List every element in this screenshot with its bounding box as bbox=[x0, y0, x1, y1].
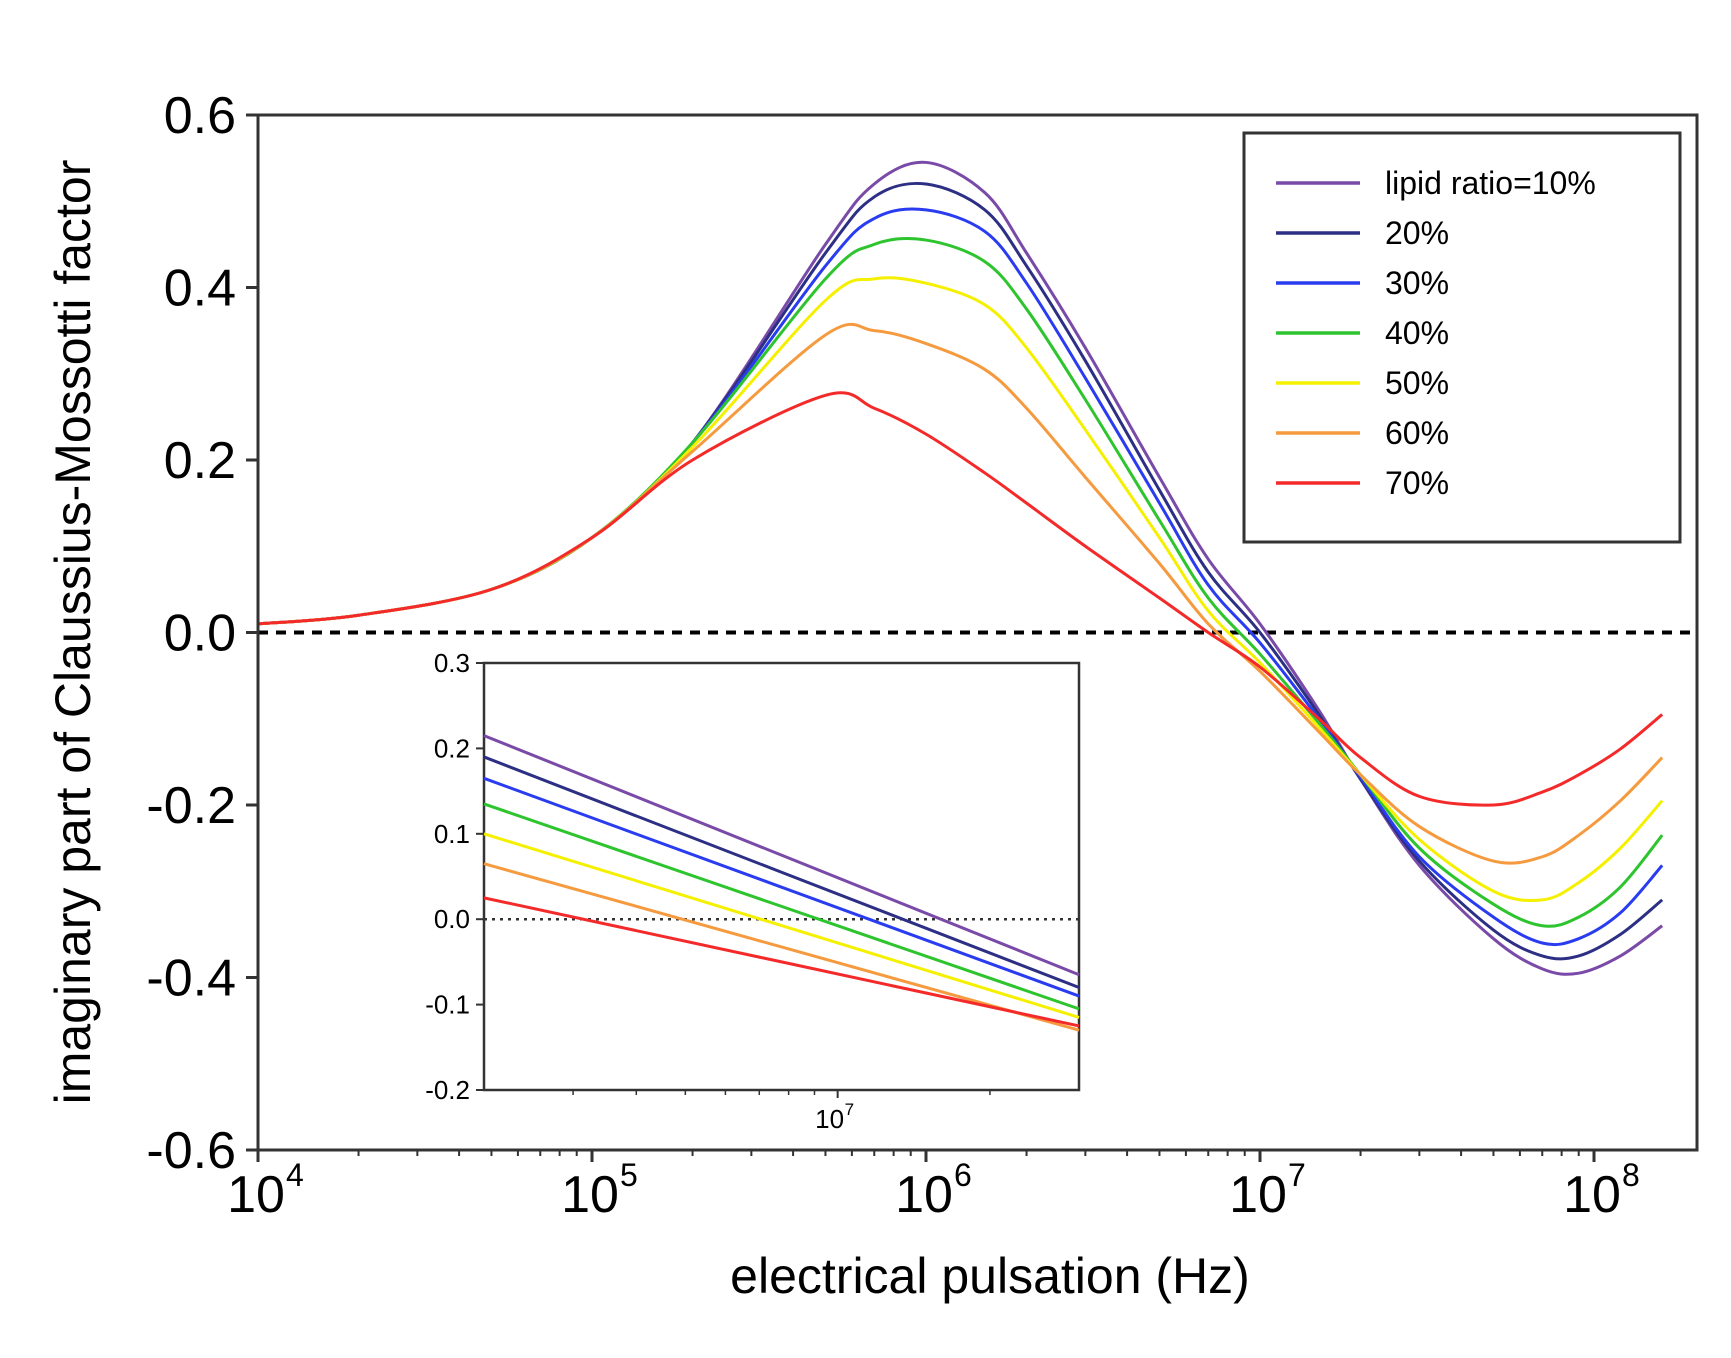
legend-box bbox=[1242, 131, 1682, 544]
x-tick-label-2: 10 bbox=[895, 1166, 953, 1224]
legend-label-5: 50% bbox=[1385, 365, 1449, 401]
x-tick-label-0: 10 bbox=[227, 1166, 285, 1224]
inset-series-line-3 bbox=[483, 776, 1080, 998]
inset-y-tick-label-3: 0.0 bbox=[434, 904, 470, 934]
x-tick-exponent-4: 8 bbox=[1622, 1157, 1640, 1193]
series-line-7 bbox=[257, 391, 1664, 807]
y-tick-label-2: 0.2 bbox=[164, 432, 236, 490]
legend-label-1: lipid ratio=10% bbox=[1385, 165, 1596, 201]
inset-y-tick-label-2: 0.1 bbox=[434, 819, 470, 849]
inset-series-line-1 bbox=[483, 734, 1080, 977]
x-tick-exponent-0: 4 bbox=[286, 1157, 304, 1193]
x-tick-label-1: 10 bbox=[561, 1166, 619, 1224]
y-tick-label-4: -0.2 bbox=[146, 777, 236, 835]
y-axis-label: imaginary part of Claussius-Mossotti fac… bbox=[45, 160, 101, 1105]
inset-x-tick-exponent-0: 7 bbox=[845, 1100, 854, 1119]
inset-frame bbox=[482, 661, 1081, 1092]
legend-label-6: 60% bbox=[1385, 415, 1449, 451]
x-tick-exponent-2: 6 bbox=[954, 1157, 972, 1193]
legend-label-3: 30% bbox=[1385, 265, 1449, 301]
x-tick-exponent-1: 5 bbox=[620, 1157, 638, 1193]
legend: lipid ratio=10% 20% 30% 40% 50% 60% 70% bbox=[1242, 131, 1682, 544]
legend-label-7: 70% bbox=[1385, 465, 1449, 501]
y-tick-label-1: 0.4 bbox=[164, 260, 236, 318]
y-tick-label-6: -0.6 bbox=[146, 1122, 236, 1180]
x-tick-exponent-3: 7 bbox=[1288, 1157, 1306, 1193]
inset-series-line-7 bbox=[483, 896, 1080, 1028]
inset-y-tick-label-0: 0.3 bbox=[434, 648, 470, 678]
inset-y-tick-label-5: -0.2 bbox=[425, 1075, 470, 1105]
inset-y-tick-label-1: 0.2 bbox=[434, 733, 470, 763]
x-tick-label-3: 10 bbox=[1229, 1166, 1287, 1224]
inset-series-line-5 bbox=[483, 832, 1080, 1019]
inset-series-line-2 bbox=[483, 755, 1080, 989]
y-tick-label-3: 0.0 bbox=[164, 605, 236, 663]
y-tick-label-0: 0.6 bbox=[164, 87, 236, 145]
y-tick-label-5: -0.4 bbox=[146, 950, 236, 1008]
legend-label-4: 40% bbox=[1385, 315, 1449, 351]
inset-y-tick-label-4: -0.1 bbox=[425, 990, 470, 1020]
legend-label-2: 20% bbox=[1385, 215, 1449, 251]
inset-series-line-4 bbox=[483, 802, 1080, 1011]
inset-x-tick-label-0: 10 bbox=[815, 1104, 844, 1134]
x-tick-label-4: 10 bbox=[1563, 1166, 1621, 1224]
x-axis-label: electrical pulsation (Hz) bbox=[730, 1248, 1250, 1304]
